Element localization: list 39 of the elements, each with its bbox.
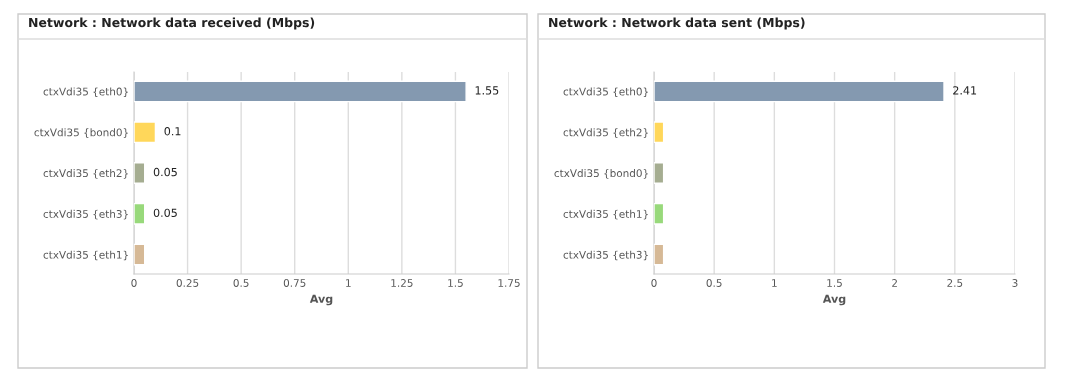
- y-tick-label: ctxVdi35 {bond0}: [554, 169, 648, 179]
- x-axis-title: Avg: [309, 294, 333, 306]
- x-tick-label: 1: [346, 279, 351, 287]
- y-tick-label: ctxVdi35 {eth2}: [43, 169, 128, 179]
- y-tick-label: ctxVdi35 {eth0}: [43, 87, 128, 98]
- y-tick-label: ctxVdi35 {eth1}: [563, 209, 648, 220]
- x-tick-label: 1.75: [498, 279, 520, 287]
- x-tick-label: 0: [651, 279, 657, 287]
- x-tick-label: 2: [892, 279, 897, 287]
- data-label: 0.05: [153, 208, 177, 218]
- data-label: 2.41: [953, 86, 977, 95]
- y-tick-label: ctxVdi35 {eth3}: [563, 250, 648, 261]
- y-tick-label: ctxVdi35 {eth0}: [563, 87, 648, 98]
- y-tick-label: ctxVdi35 {bond0}: [34, 128, 128, 138]
- bar: [134, 162, 146, 184]
- x-tick-label: 1.5: [448, 279, 463, 287]
- x-tick-label: 0.5: [233, 279, 249, 287]
- x-tick-label: 1: [772, 279, 777, 287]
- bar: [134, 202, 146, 225]
- bar: [134, 121, 157, 144]
- data-label: 1.55: [475, 86, 499, 95]
- x-tick-label: 0.25: [176, 279, 199, 287]
- x-tick-label: 3: [1012, 279, 1018, 287]
- y-tick-label: ctxVdi35 {eth2}: [563, 128, 648, 138]
- x-tick-label: 0.75: [283, 279, 306, 287]
- bar: [134, 243, 146, 266]
- data-label: 0.1: [164, 127, 181, 136]
- x-tick-label: 1.25: [391, 279, 413, 287]
- x-tick-label: 0.5: [706, 279, 722, 287]
- x-tick-label: 2.5: [947, 279, 963, 287]
- y-tick-label: ctxVdi35 {eth1}: [43, 250, 128, 261]
- x-axis-title: Avg: [822, 294, 846, 306]
- data-label: 0.05: [153, 167, 177, 177]
- chart-title: Network : Network data sent (Mbps): [549, 17, 805, 30]
- x-tick-label: 0: [131, 279, 137, 287]
- x-tick-label: 1.5: [827, 279, 842, 287]
- y-tick-label: ctxVdi35 {eth3}: [43, 209, 128, 220]
- chart-title: Network : Network data received (Mbps): [29, 17, 315, 30]
- bar: [134, 80, 467, 103]
